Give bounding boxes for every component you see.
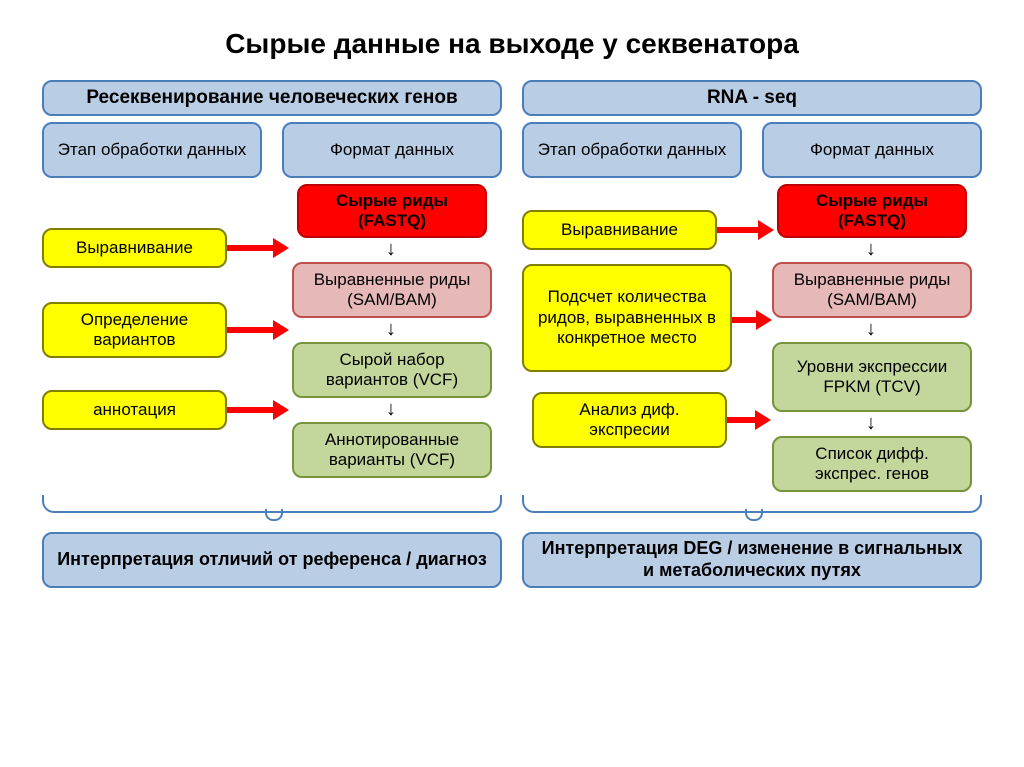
arrow-right-icon bbox=[717, 222, 772, 238]
left-vcf-annot: Аннотированные варианты (VCF) bbox=[292, 422, 492, 478]
left-sub-format: Формат данных bbox=[282, 122, 502, 178]
left-vcf-raw: Сырой набор вариантов (VCF) bbox=[292, 342, 492, 398]
right-sub-format: Формат данных bbox=[762, 122, 982, 178]
arrow-down-icon: ↓ bbox=[862, 319, 880, 339]
arrow-down-icon: ↓ bbox=[382, 319, 400, 339]
right-sambam: Выравненные риды (SAM/BAM) bbox=[772, 262, 972, 318]
right-column: RNA - seq Этап обработки данных Формат д… bbox=[522, 80, 982, 640]
left-step-align: Выравнивание bbox=[42, 228, 227, 268]
right-sub-steps: Этап обработки данных bbox=[522, 122, 742, 178]
arrow-right-icon bbox=[227, 322, 287, 338]
left-step-annotation: аннотация bbox=[42, 390, 227, 430]
right-step-deg: Анализ диф. экспресии bbox=[532, 392, 727, 448]
left-fastq: Сырые риды (FASTQ) bbox=[297, 184, 487, 238]
right-step-count: Подсчет количества ридов, выравненных в … bbox=[522, 264, 732, 372]
left-column: Ресеквенирование человеческих генов Этап… bbox=[42, 80, 502, 640]
arrow-down-icon: ↓ bbox=[382, 399, 400, 419]
right-fpkm: Уровни экспрессии FPKM (TCV) bbox=[772, 342, 972, 412]
right-deg-list: Список дифф. экспрес. генов bbox=[772, 436, 972, 492]
left-header: Ресеквенирование человеческих генов bbox=[42, 80, 502, 116]
right-header: RNA - seq bbox=[522, 80, 982, 116]
left-step-variants: Определение вариантов bbox=[42, 302, 227, 358]
brace-icon bbox=[42, 495, 502, 513]
right-step-align: Выравнивание bbox=[522, 210, 717, 250]
brace-icon bbox=[522, 495, 982, 513]
right-footer: Интерпретация DEG / изменение в сигнальн… bbox=[522, 532, 982, 588]
arrow-right-icon bbox=[227, 402, 287, 418]
arrow-right-icon bbox=[732, 312, 770, 328]
arrow-down-icon: ↓ bbox=[382, 239, 400, 259]
columns-container: Ресеквенирование человеческих генов Этап… bbox=[0, 80, 1024, 640]
arrow-right-icon bbox=[727, 412, 769, 428]
left-sub-steps: Этап обработки данных bbox=[42, 122, 262, 178]
page-title: Сырые данные на выходе у секвенатора bbox=[0, 0, 1024, 80]
arrow-right-icon bbox=[227, 240, 287, 256]
arrow-down-icon: ↓ bbox=[862, 413, 880, 433]
left-footer: Интерпретация отличий от референса / диа… bbox=[42, 532, 502, 588]
left-sambam: Выравненные риды (SAM/BAM) bbox=[292, 262, 492, 318]
arrow-down-icon: ↓ bbox=[862, 239, 880, 259]
right-fastq: Сырые риды (FASTQ) bbox=[777, 184, 967, 238]
